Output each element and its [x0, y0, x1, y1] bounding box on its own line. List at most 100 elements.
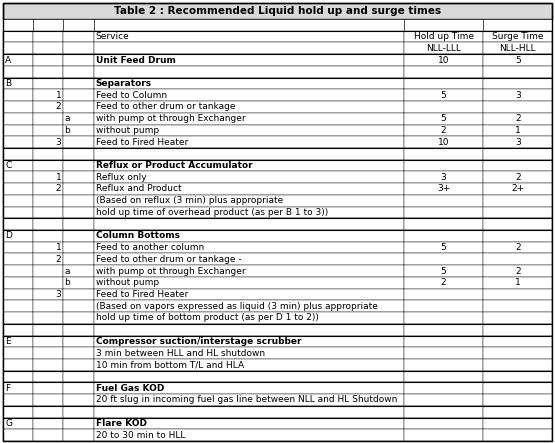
Bar — [3, 429, 33, 441]
Bar — [33, 148, 63, 159]
Text: 2: 2 — [515, 173, 521, 182]
Bar — [94, 19, 404, 31]
Text: 2: 2 — [515, 267, 521, 276]
Bar — [404, 136, 483, 148]
Text: NLL-LLL: NLL-LLL — [426, 44, 461, 53]
Bar — [3, 406, 33, 418]
Bar — [63, 124, 94, 136]
Bar — [404, 288, 483, 300]
Bar — [94, 159, 404, 171]
Bar — [3, 242, 33, 253]
Bar — [3, 206, 33, 218]
Bar — [33, 113, 63, 124]
Bar — [404, 359, 483, 371]
Bar — [483, 113, 552, 124]
Bar — [483, 253, 552, 265]
Bar — [63, 300, 94, 312]
Bar — [3, 394, 33, 406]
Bar — [63, 218, 94, 230]
Text: Reflux only: Reflux only — [95, 173, 146, 182]
Bar — [483, 183, 552, 195]
Bar — [483, 382, 552, 394]
Bar — [483, 54, 552, 66]
Bar — [94, 31, 404, 43]
Bar — [94, 54, 404, 66]
Bar — [3, 148, 33, 159]
Bar — [63, 382, 94, 394]
Bar — [63, 253, 94, 265]
Bar — [404, 171, 483, 183]
Bar — [94, 43, 404, 54]
Text: C: C — [5, 161, 11, 170]
Text: Flare KOD: Flare KOD — [95, 419, 147, 428]
Bar — [3, 101, 33, 113]
Bar — [33, 159, 63, 171]
Text: 5: 5 — [441, 243, 446, 252]
Bar — [33, 19, 63, 31]
Bar — [3, 171, 33, 183]
Bar — [33, 206, 63, 218]
Bar — [483, 312, 552, 324]
Bar — [483, 206, 552, 218]
Bar — [404, 300, 483, 312]
Bar — [3, 195, 33, 206]
Bar — [63, 136, 94, 148]
Text: 2+: 2+ — [511, 184, 524, 194]
Text: Service: Service — [95, 32, 129, 41]
Text: 5: 5 — [515, 55, 521, 65]
Text: 2: 2 — [515, 243, 521, 252]
Text: 2: 2 — [441, 278, 446, 287]
Bar — [3, 113, 33, 124]
Bar — [94, 66, 404, 78]
Bar — [94, 288, 404, 300]
Text: 3+: 3+ — [437, 184, 450, 194]
Bar — [483, 124, 552, 136]
Bar — [404, 242, 483, 253]
Bar — [33, 78, 63, 89]
Bar — [404, 394, 483, 406]
Bar — [94, 113, 404, 124]
Bar — [33, 312, 63, 324]
Text: Feed to another column: Feed to another column — [95, 243, 204, 252]
Bar — [3, 253, 33, 265]
Bar — [63, 195, 94, 206]
Text: 2: 2 — [56, 102, 62, 112]
Bar — [63, 113, 94, 124]
Bar — [94, 359, 404, 371]
Bar — [63, 335, 94, 347]
Text: Compressor suction/interstage scrubber: Compressor suction/interstage scrubber — [95, 337, 301, 346]
Bar — [63, 288, 94, 300]
Bar — [3, 324, 33, 335]
Bar — [483, 406, 552, 418]
Bar — [404, 253, 483, 265]
Bar — [3, 89, 33, 101]
Bar — [404, 31, 483, 43]
Bar — [3, 78, 33, 89]
Bar — [33, 277, 63, 288]
Bar — [94, 89, 404, 101]
Text: Column Bottoms: Column Bottoms — [95, 231, 180, 241]
Bar — [94, 171, 404, 183]
Bar — [483, 347, 552, 359]
Text: (Based on vapors expressed as liquid (3 min) plus appropriate: (Based on vapors expressed as liquid (3 … — [95, 302, 377, 311]
Bar — [33, 371, 63, 382]
Bar — [3, 19, 33, 31]
Bar — [33, 406, 63, 418]
Bar — [404, 371, 483, 382]
Bar — [404, 206, 483, 218]
Bar — [3, 265, 33, 277]
Bar — [483, 277, 552, 288]
Bar — [33, 429, 63, 441]
Bar — [3, 230, 33, 242]
Text: Fuel Gas KOD: Fuel Gas KOD — [95, 384, 164, 393]
Text: 20 ft slug in incoming fuel gas line between NLL and HL Shutdown: 20 ft slug in incoming fuel gas line bet… — [95, 396, 397, 404]
Text: A: A — [5, 55, 11, 65]
Bar — [483, 148, 552, 159]
Bar — [63, 159, 94, 171]
Bar — [33, 359, 63, 371]
Bar — [94, 218, 404, 230]
Text: B: B — [5, 79, 11, 88]
Bar — [94, 347, 404, 359]
Bar — [404, 324, 483, 335]
Bar — [404, 277, 483, 288]
